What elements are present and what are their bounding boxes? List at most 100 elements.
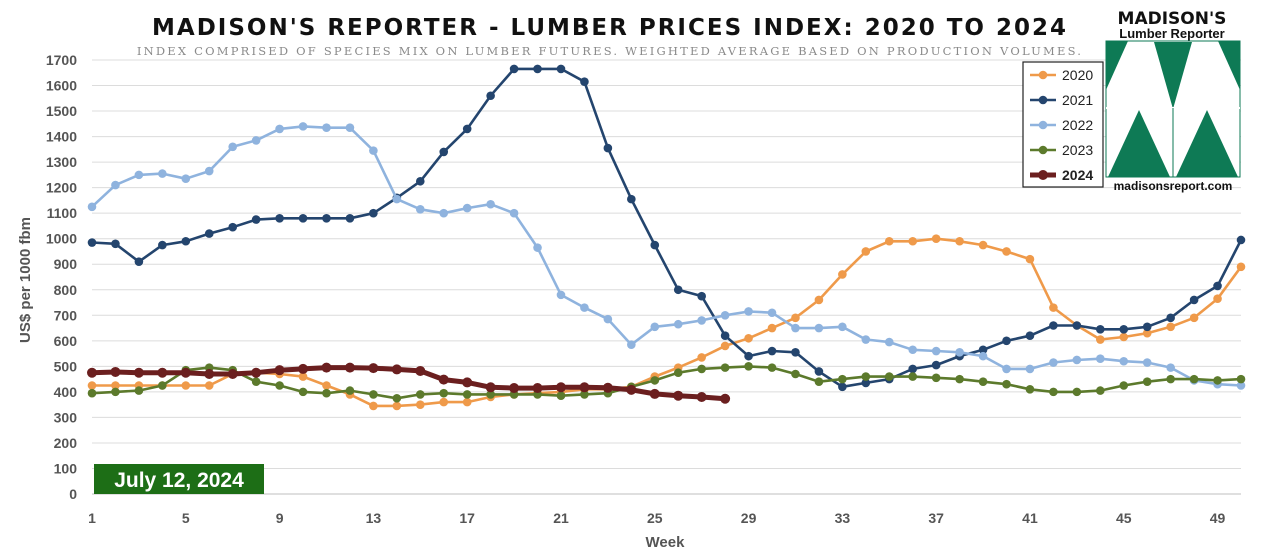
data-point-2021 [345, 213, 355, 223]
logo-tree-icon [1108, 110, 1170, 177]
data-point-2020 [298, 372, 308, 381]
data-point-2023 [955, 374, 964, 384]
legend-label-2022: 2022 [1062, 117, 1093, 133]
x-tick-label: 29 [741, 510, 757, 526]
data-point-2023 [838, 374, 847, 384]
data-point-2021 [556, 64, 566, 74]
date-badge [94, 464, 264, 494]
data-point-2021 [134, 257, 144, 266]
data-point-2022 [791, 323, 800, 333]
data-point-2024 [391, 364, 402, 375]
legend-marker-2022 [1038, 120, 1048, 130]
legend-label-2023: 2023 [1062, 142, 1093, 158]
data-point-2022 [1236, 381, 1246, 390]
data-point-2024 [485, 382, 496, 393]
series-line-2024 [89, 365, 728, 402]
data-point-2021 [580, 77, 589, 86]
y-tick-label: 1700 [46, 52, 77, 68]
y-tick-label: 700 [54, 307, 78, 323]
data-point-2023 [556, 391, 566, 401]
data-point-2023 [111, 387, 120, 397]
data-point-2021 [673, 285, 683, 295]
data-point-2023 [814, 377, 824, 386]
data-point-2023 [580, 390, 589, 399]
data-point-2021 [1189, 295, 1199, 305]
x-tick-label: 17 [459, 510, 475, 526]
data-point-2020 [204, 381, 214, 390]
data-point-2023 [298, 387, 308, 397]
data-point-2022 [603, 314, 613, 324]
data-point-2024 [204, 369, 215, 380]
data-point-2024 [673, 390, 684, 401]
data-point-2023 [369, 390, 378, 399]
data-point-2023 [1189, 374, 1199, 384]
data-point-2023 [767, 363, 777, 372]
x-tick-label: 37 [928, 510, 944, 526]
data-point-2023 [744, 362, 753, 371]
data-point-2020 [697, 353, 706, 362]
data-point-2024 [133, 367, 144, 378]
data-point-2022 [1166, 363, 1175, 372]
data-point-2021 [627, 194, 636, 204]
y-tick-label: 600 [54, 333, 78, 349]
data-point-2024 [462, 377, 473, 388]
y-tick-label: 0 [69, 486, 77, 502]
data-point-2023 [345, 386, 355, 395]
data-point-2022 [1119, 356, 1129, 366]
data-point-2021 [251, 215, 261, 224]
data-point-2020 [978, 240, 988, 250]
data-point-2022 [298, 122, 308, 131]
data-point-2023 [697, 364, 706, 374]
chart-subtitle: INDEX COMPRISED OF SPECIES MIX ON LUMBER… [137, 44, 1083, 58]
data-point-2023 [1072, 387, 1082, 397]
data-point-2022 [369, 146, 378, 155]
data-point-2021 [415, 176, 425, 186]
data-point-2020 [884, 236, 894, 246]
data-point-2024 [110, 366, 121, 377]
data-point-2020 [111, 381, 120, 390]
series-2022 [87, 122, 1246, 390]
data-point-2022 [814, 323, 824, 333]
data-point-2024 [720, 393, 731, 404]
date-label: July 12, 2024 [114, 469, 244, 492]
data-point-2023 [1142, 377, 1152, 386]
data-point-2024 [251, 367, 262, 378]
data-point-2022 [275, 124, 284, 134]
data-point-2024 [87, 367, 97, 378]
data-point-2021 [204, 229, 214, 238]
chart-title: MADISON'S REPORTER - LUMBER PRICES INDEX… [152, 15, 1068, 41]
y-tick-label: 800 [54, 282, 78, 298]
data-point-2021 [369, 208, 378, 218]
data-point-2024 [344, 362, 355, 373]
data-point-2021 [838, 382, 847, 392]
logo-name-line1: MADISON'S [1118, 9, 1227, 29]
data-point-2024 [227, 369, 238, 380]
data-point-2023 [650, 376, 660, 385]
data-point-2022 [134, 170, 144, 180]
data-point-2022 [345, 123, 355, 132]
data-point-2022 [955, 348, 964, 357]
data-point-2021 [1119, 325, 1129, 334]
data-point-2023 [720, 363, 730, 372]
data-point-2023 [1236, 374, 1246, 384]
data-point-2021 [720, 331, 730, 341]
data-point-2022 [251, 136, 261, 145]
data-point-2023 [1002, 379, 1011, 389]
y-tick-label: 1600 [46, 78, 77, 94]
data-point-2021 [228, 222, 237, 232]
y-tick-label: 500 [54, 358, 78, 374]
data-point-2024 [274, 365, 285, 376]
data-point-2023 [134, 386, 144, 395]
data-point-2023 [158, 381, 167, 390]
data-point-2021 [509, 64, 519, 74]
data-point-2020 [1236, 262, 1246, 272]
data-point-2022 [439, 208, 449, 218]
data-point-2021 [767, 346, 777, 356]
data-point-2024 [180, 367, 191, 378]
data-point-2020 [369, 401, 378, 411]
data-point-2023 [931, 373, 941, 383]
data-point-2024 [579, 382, 590, 393]
data-point-2022 [1002, 364, 1011, 374]
data-point-2022 [486, 199, 495, 209]
legend: 2020 2021 2022 2023 2024 [1022, 61, 1104, 188]
